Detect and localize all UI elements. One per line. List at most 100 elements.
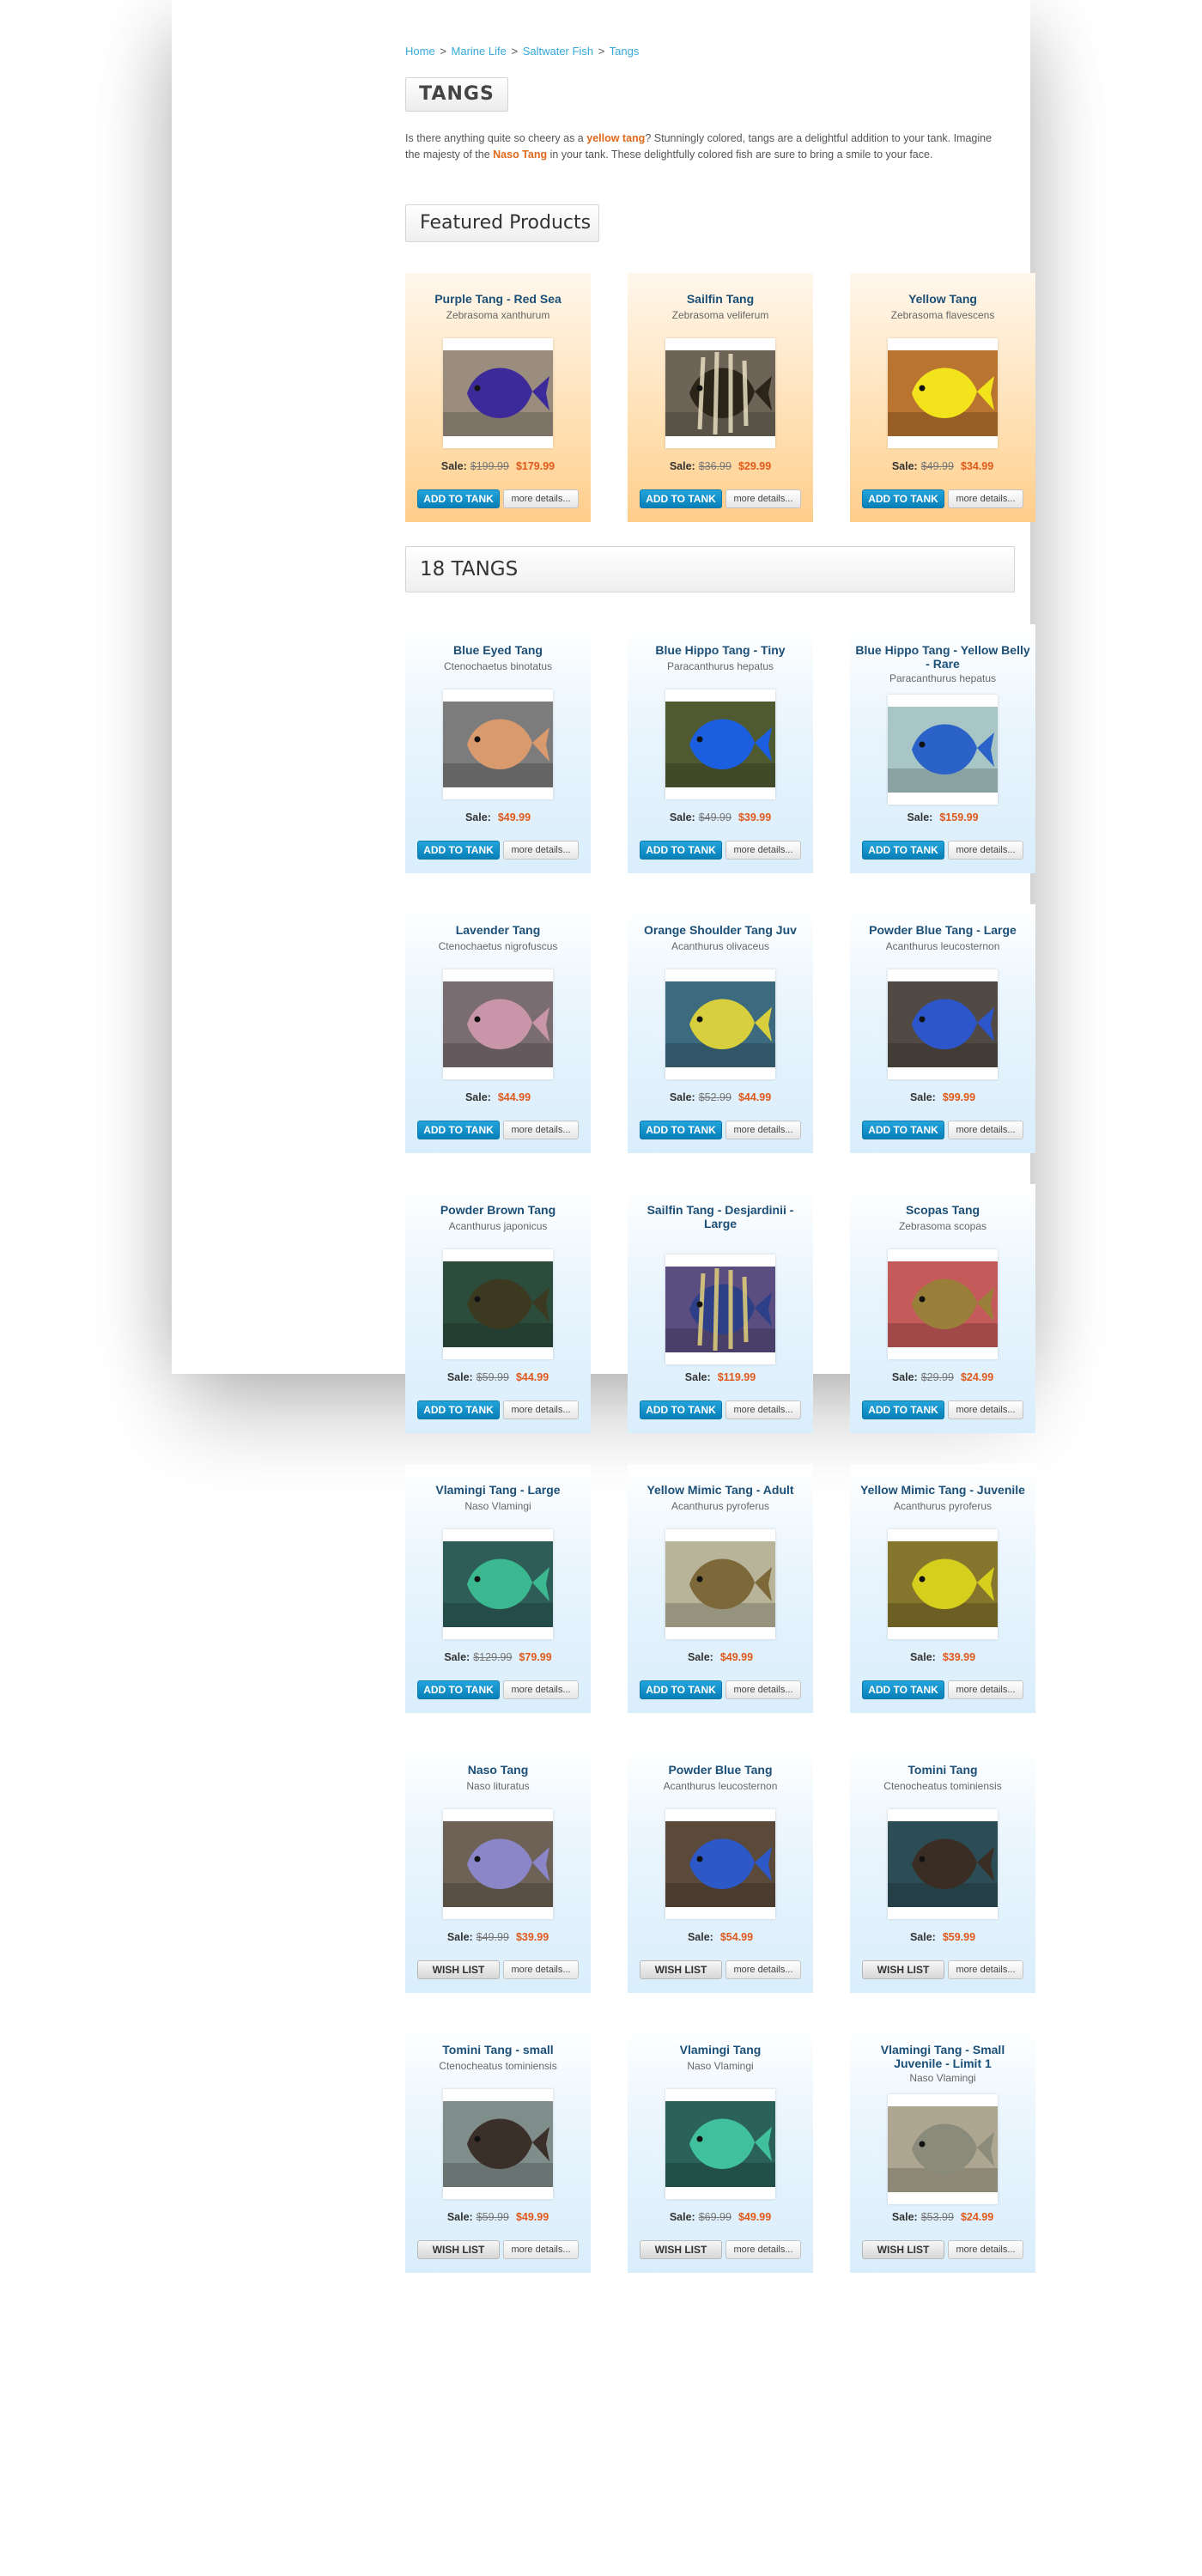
- product-photo[interactable]: [443, 969, 553, 1079]
- more-details-button[interactable]: more details...: [948, 2240, 1023, 2259]
- breadcrumb-home-link[interactable]: Home: [405, 45, 435, 58]
- add-to-tank-button[interactable]: ADD TO TANK: [862, 489, 944, 508]
- add-to-tank-button[interactable]: ADD TO TANK: [862, 1121, 944, 1139]
- more-details-button[interactable]: more details...: [503, 841, 579, 860]
- product-card-blue-hippo-tang-tiny[interactable]: Blue Hippo Tang - Tiny Paracanthurus hep…: [628, 624, 813, 873]
- more-details-button[interactable]: more details...: [948, 489, 1023, 508]
- product-card-tomini-tang-small[interactable]: Tomini Tang - small Ctenocheatus tominie…: [405, 2024, 591, 2273]
- product-name[interactable]: Blue Eyed Tang: [453, 643, 543, 657]
- product-name[interactable]: Yellow Mimic Tang - Juvenile: [860, 1483, 1025, 1497]
- more-details-button[interactable]: more details...: [725, 1960, 801, 1979]
- more-details-button[interactable]: more details...: [725, 2240, 801, 2259]
- product-photo[interactable]: [443, 1529, 553, 1639]
- product-photo[interactable]: [888, 1529, 998, 1639]
- more-details-button[interactable]: more details...: [725, 1680, 801, 1699]
- product-name[interactable]: Yellow Mimic Tang - Adult: [647, 1483, 794, 1497]
- product-photo[interactable]: [443, 2089, 553, 2199]
- wish-list-button[interactable]: WISH LIST: [417, 2240, 500, 2259]
- more-details-button[interactable]: more details...: [948, 1960, 1023, 1979]
- add-to-tank-button[interactable]: ADD TO TANK: [417, 1400, 500, 1419]
- more-details-button[interactable]: more details...: [503, 1121, 579, 1139]
- product-photo[interactable]: [888, 1249, 998, 1359]
- add-to-tank-button[interactable]: ADD TO TANK: [862, 1680, 944, 1699]
- product-photo[interactable]: [665, 2089, 775, 2199]
- product-photo[interactable]: [665, 969, 775, 1079]
- more-details-button[interactable]: more details...: [948, 1121, 1023, 1139]
- product-name[interactable]: Powder Brown Tang: [440, 1203, 556, 1217]
- breadcrumb-saltwater-fish-link[interactable]: Saltwater Fish: [522, 45, 594, 58]
- product-photo[interactable]: [665, 1529, 775, 1639]
- product-photo[interactable]: [443, 338, 553, 448]
- add-to-tank-button[interactable]: ADD TO TANK: [417, 1121, 500, 1139]
- product-photo[interactable]: [888, 338, 998, 448]
- product-name[interactable]: Naso Tang: [467, 1763, 529, 1777]
- product-name[interactable]: Powder Blue Tang - Large: [869, 923, 1017, 937]
- wish-list-button[interactable]: WISH LIST: [862, 1960, 944, 1979]
- product-name[interactable]: Lavender Tang: [455, 923, 541, 937]
- product-name[interactable]: Orange Shoulder Tang Juv: [644, 923, 797, 937]
- product-photo[interactable]: [665, 1809, 775, 1919]
- wish-list-button[interactable]: WISH LIST: [417, 1960, 500, 1979]
- add-to-tank-button[interactable]: ADD TO TANK: [640, 1121, 722, 1139]
- product-name[interactable]: Powder Blue Tang: [668, 1763, 773, 1777]
- product-card-naso-tang[interactable]: Naso Tang Naso lituratus Sale: $49.99 $39.…: [405, 1744, 591, 1993]
- product-name[interactable]: Sailfin Tang - Desjardinii - Large: [647, 1203, 794, 1230]
- more-details-button[interactable]: more details...: [725, 1400, 801, 1419]
- breadcrumb-marine-life-link[interactable]: Marine Life: [451, 45, 507, 58]
- product-photo[interactable]: [888, 1809, 998, 1919]
- add-to-tank-button[interactable]: ADD TO TANK: [417, 841, 500, 860]
- wish-list-button[interactable]: WISH LIST: [862, 2240, 944, 2259]
- product-name[interactable]: Tomini Tang - small: [442, 2043, 554, 2057]
- product-card-yellow-mimic-tang-juvenile[interactable]: Yellow Mimic Tang - Juvenile Acanthurus …: [850, 1464, 1035, 1713]
- product-card-blue-hippo-tang-yellow-belly-rare[interactable]: Blue Hippo Tang - Yellow Belly - Rare Pa…: [850, 624, 1035, 873]
- add-to-tank-button[interactable]: ADD TO TANK: [417, 489, 500, 508]
- more-details-button[interactable]: more details...: [725, 489, 801, 508]
- product-photo[interactable]: [888, 695, 998, 805]
- more-details-button[interactable]: more details...: [503, 2240, 579, 2259]
- more-details-button[interactable]: more details...: [503, 1680, 579, 1699]
- product-card-yellow-mimic-tang-adult[interactable]: Yellow Mimic Tang - Adult Acanthurus pyr…: [628, 1464, 813, 1713]
- product-card-orange-shoulder-tang-juv[interactable]: Orange Shoulder Tang Juv Acanthurus oliv…: [628, 904, 813, 1153]
- product-name[interactable]: Blue Hippo Tang - Yellow Belly - Rare: [855, 643, 1030, 671]
- product-name[interactable]: Blue Hippo Tang - Tiny: [655, 643, 786, 657]
- product-card-vlamingi-tang-large[interactable]: Vlamingi Tang - Large Naso Vlamingi Sale…: [405, 1464, 591, 1713]
- product-card-vlamingi-tang-small-juvenile-limit-1[interactable]: Vlamingi Tang - Small Juvenile - Limit 1…: [850, 2024, 1035, 2273]
- add-to-tank-button[interactable]: ADD TO TANK: [862, 1400, 944, 1419]
- product-card-tomini-tang[interactable]: Tomini Tang Ctenocheatus tominiensis Sal…: [850, 1744, 1035, 1993]
- product-name[interactable]: Vlamingi Tang - Small Juvenile - Limit 1: [880, 2043, 1005, 2070]
- product-card-powder-brown-tang[interactable]: Powder Brown Tang Acanthurus japonicus S…: [405, 1184, 591, 1433]
- product-photo[interactable]: [443, 1809, 553, 1919]
- product-name[interactable]: Sailfin Tang: [686, 292, 755, 306]
- product-name[interactable]: Scopas Tang: [905, 1203, 980, 1217]
- product-photo[interactable]: [665, 1255, 775, 1364]
- more-details-button[interactable]: more details...: [503, 1400, 579, 1419]
- product-photo[interactable]: [665, 338, 775, 448]
- add-to-tank-button[interactable]: ADD TO TANK: [640, 1680, 722, 1699]
- add-to-tank-button[interactable]: ADD TO TANK: [417, 1680, 500, 1699]
- product-card-powder-blue-tang-large[interactable]: Powder Blue Tang - Large Acanthurus leuc…: [850, 904, 1035, 1153]
- add-to-tank-button[interactable]: ADD TO TANK: [640, 841, 722, 860]
- product-name[interactable]: Vlamingi Tang: [679, 2043, 762, 2057]
- product-card-sailfin-tang-desjardinii-large[interactable]: Sailfin Tang - Desjardinii - Large Sale:…: [628, 1184, 813, 1433]
- product-name[interactable]: Vlamingi Tang - Large: [435, 1483, 561, 1497]
- product-photo[interactable]: [443, 1249, 553, 1359]
- add-to-tank-button[interactable]: ADD TO TANK: [640, 489, 722, 508]
- more-details-button[interactable]: more details...: [725, 841, 801, 860]
- product-card-powder-blue-tang[interactable]: Powder Blue Tang Acanthurus leucosternon…: [628, 1744, 813, 1993]
- more-details-button[interactable]: more details...: [948, 1680, 1023, 1699]
- more-details-button[interactable]: more details...: [725, 1121, 801, 1139]
- wish-list-button[interactable]: WISH LIST: [640, 1960, 722, 1979]
- product-card-yellow-tang[interactable]: Yellow Tang Zebrasoma flavescens Sale: $4…: [850, 273, 1035, 522]
- product-card-lavender-tang[interactable]: Lavender Tang Ctenochaetus nigrofuscus S…: [405, 904, 591, 1153]
- more-details-button[interactable]: more details...: [948, 1400, 1023, 1419]
- product-name[interactable]: Purple Tang - Red Sea: [434, 292, 562, 306]
- product-card-vlamingi-tang[interactable]: Vlamingi Tang Naso Vlamingi Sale: $69.99 $…: [628, 2024, 813, 2273]
- product-card-sailfin-tang[interactable]: Sailfin Tang Zebrasoma veliferum Sale: $3…: [628, 273, 813, 522]
- product-name[interactable]: Tomini Tang: [908, 1763, 978, 1777]
- wish-list-button[interactable]: WISH LIST: [640, 2240, 722, 2259]
- product-card-blue-eyed-tang[interactable]: Blue Eyed Tang Ctenochaetus binotatus Sa…: [405, 624, 591, 873]
- product-photo[interactable]: [888, 2094, 998, 2204]
- product-card-scopas-tang[interactable]: Scopas Tang Zebrasoma scopas Sale: $29.99…: [850, 1184, 1035, 1433]
- product-photo[interactable]: [443, 690, 553, 799]
- breadcrumb-tangs-link[interactable]: Tangs: [609, 45, 640, 58]
